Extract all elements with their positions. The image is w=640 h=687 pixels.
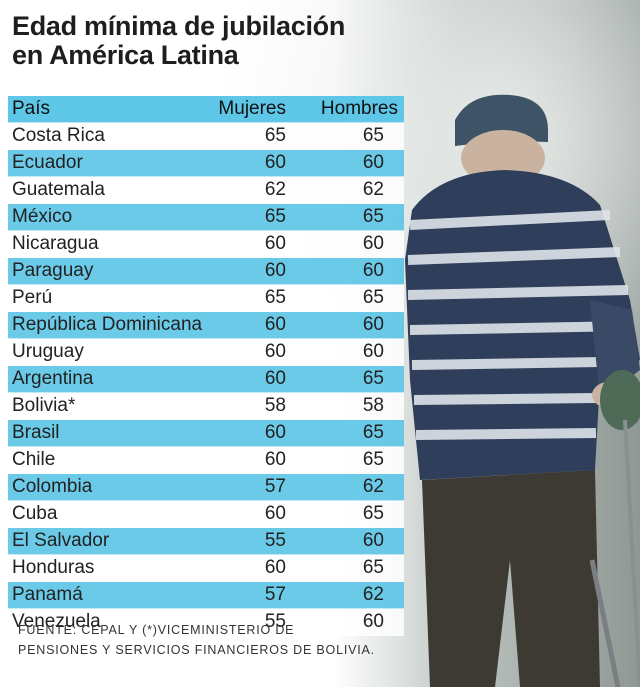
table-row: Brasil 60 65 [8,420,404,447]
country-cell: República Dominicana [12,314,203,335]
table-row: Cuba 60 65 [8,501,404,528]
retirement-age-table: País Mujeres Hombres Costa Rica 65 65 Ecuad… [8,96,404,636]
men-age-cell: 65 [362,125,384,146]
men-age-cell: 60 [362,314,384,335]
table-row: Bolivia* 58 58 [8,393,404,420]
women-age-cell: 60 [264,368,286,389]
header-women: Mujeres [218,98,286,119]
table-row: Uruguay 60 60 [8,339,404,366]
table-row: México 65 65 [8,204,404,231]
women-age-cell: 60 [264,422,286,443]
men-age-cell: 58 [362,395,384,416]
country-cell: Cuba [12,503,58,524]
women-age-cell: 60 [264,233,286,254]
women-age-cell: 60 [264,449,286,470]
source-note: FUENTE: CEPAL Y (*)VICEMINISTERIO DE PEN… [18,620,418,660]
men-age-cell: 65 [362,368,384,389]
table-body: Costa Rica 65 65 Ecuador 60 60 Guatemala 62 62 Mé… [8,123,404,636]
women-age-cell: 60 [264,152,286,173]
title-line-1: Edad mínima de jubilación [12,11,346,41]
table-row: Colombia 57 62 [8,474,404,501]
table-row: Costa Rica 65 65 [8,123,404,150]
women-age-cell: 62 [264,179,286,200]
women-age-cell: 60 [264,260,286,281]
women-age-cell: 65 [264,287,286,308]
men-age-cell: 65 [362,287,384,308]
table-row: El Salvador 55 60 [8,528,404,555]
men-age-cell: 62 [362,476,384,497]
table-row: Nicaragua 60 60 [8,231,404,258]
page-title: Edad mínima de jubilación en América Lat… [12,12,402,70]
table-row: Ecuador 60 60 [8,150,404,177]
table-row: República Dominicana 60 60 [8,312,404,339]
men-age-cell: 60 [362,233,384,254]
country-cell: Colombia [12,476,93,497]
country-cell: Bolivia* [12,395,76,416]
men-age-cell: 60 [362,152,384,173]
women-age-cell: 60 [264,557,286,578]
country-cell: Chile [12,449,56,470]
men-age-cell: 60 [362,530,384,551]
women-age-cell: 57 [264,584,286,605]
table-row: Panamá 57 62 [8,582,404,609]
women-age-cell: 60 [264,314,286,335]
women-age-cell: 60 [264,503,286,524]
source-line-1: FUENTE: CEPAL Y (*)VICEMINISTERIO DE [18,623,295,637]
country-cell: México [12,206,73,227]
country-cell: Guatemala [12,179,105,200]
header-men: Hombres [320,98,398,119]
title-line-2: en América Latina [12,40,239,70]
country-cell: Ecuador [12,152,83,173]
country-cell: Uruguay [12,341,84,362]
table-row: Paraguay 60 60 [8,258,404,285]
women-age-cell: 55 [264,611,286,632]
table-row: Honduras 60 65 [8,555,404,582]
table-row: Venezuela 55 60 [8,609,404,636]
country-cell: Honduras [12,557,95,578]
men-age-cell: 65 [362,503,384,524]
source-line-2: PENSIONES Y SERVICIOS FINANCIEROS DE BOL… [18,643,375,657]
header-country: País [12,98,51,119]
men-age-cell: 60 [362,611,384,632]
women-age-cell: 60 [264,341,286,362]
women-age-cell: 65 [264,206,286,227]
table-row: Argentina 60 65 [8,366,404,393]
table-header-row: País Mujeres Hombres [8,96,404,123]
country-cell: Panamá [12,584,83,605]
men-age-cell: 60 [362,341,384,362]
table-row: Guatemala 62 62 [8,177,404,204]
country-cell: Venezuela [12,611,101,632]
women-age-cell: 57 [264,476,286,497]
table-row: Chile 60 65 [8,447,404,474]
country-cell: Brasil [12,422,60,443]
country-cell: Argentina [12,368,94,389]
country-cell: El Salvador [12,530,110,551]
men-age-cell: 60 [362,260,384,281]
men-age-cell: 62 [362,584,384,605]
country-cell: Paraguay [12,260,94,281]
men-age-cell: 65 [362,422,384,443]
country-cell: Perú [12,287,53,308]
table-row: Perú 65 65 [8,285,404,312]
women-age-cell: 65 [264,125,286,146]
country-cell: Nicaragua [12,233,99,254]
men-age-cell: 65 [362,206,384,227]
women-age-cell: 55 [264,530,286,551]
men-age-cell: 65 [362,557,384,578]
men-age-cell: 62 [362,179,384,200]
women-age-cell: 58 [264,395,286,416]
country-cell: Costa Rica [12,125,105,146]
men-age-cell: 65 [362,449,384,470]
